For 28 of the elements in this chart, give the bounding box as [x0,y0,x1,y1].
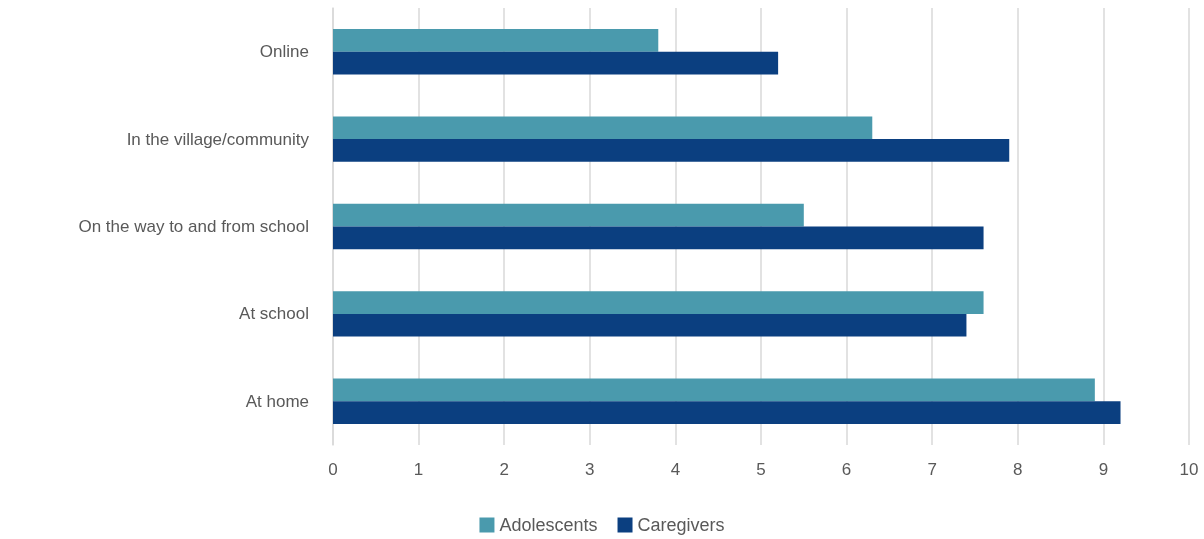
x-tick-label: 2 [499,460,509,479]
x-tick-label: 8 [1013,460,1023,479]
y-tick-label: On the way to and from school [78,217,309,236]
y-tick-label: Online [259,42,309,62]
bar [333,226,984,250]
x-tick-label: 9 [1098,460,1109,479]
y-tick-label: At home [245,391,309,411]
bar [333,378,1095,402]
bar [333,116,873,140]
x-tick-label: 1 [413,460,424,479]
bar [333,313,967,337]
bar [333,28,659,52]
x-tick-label: 3 [585,460,595,479]
legend-label: Adolescents [499,515,598,535]
x-tick-label: 6 [841,460,852,479]
y-tick-label: In the village/community [126,129,310,149]
x-tick-label: 0 [328,460,338,479]
bar [333,51,779,75]
y-tick-label: At school [239,304,309,324]
bar [333,291,984,314]
bar [333,203,804,227]
x-tick-label: 4 [670,460,681,479]
x-tick-label: 5 [756,460,766,479]
bar [333,139,1010,162]
bar [333,401,1121,425]
legend-label: Caregivers [637,515,725,535]
x-tick-label: 10 [1179,460,1199,479]
x-tick-label: 7 [927,460,937,479]
